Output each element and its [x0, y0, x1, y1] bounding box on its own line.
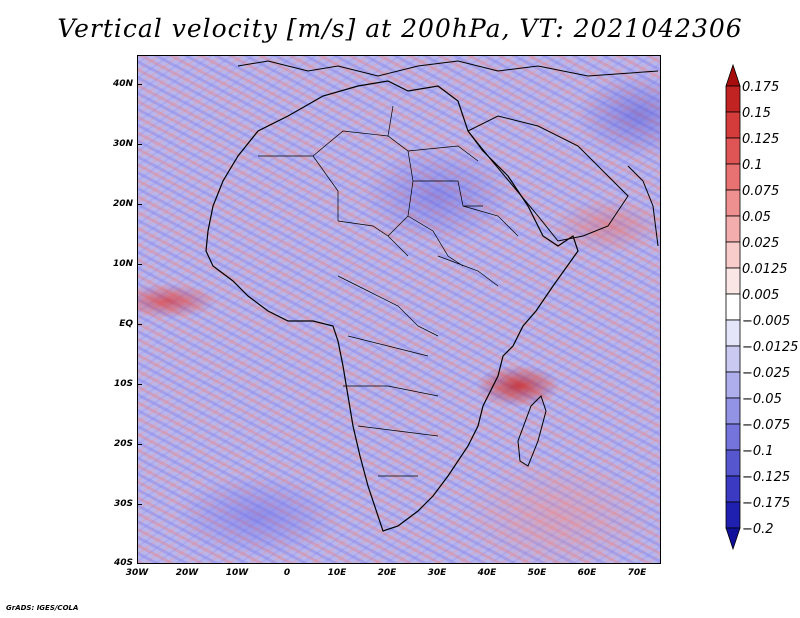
colorbar-label: 0.075 — [742, 184, 780, 199]
india-outline — [627, 165, 659, 247]
colorbar-cell — [725, 137, 741, 165]
lat-tick-20N — [137, 204, 142, 205]
colorbar-cell — [725, 475, 741, 503]
lat-tick-10S — [137, 384, 142, 385]
lon-label-30W: 30W — [125, 568, 149, 578]
madagascar-outline — [517, 395, 547, 467]
lat-tick-10N — [137, 264, 142, 265]
colorbar-cell — [725, 267, 741, 295]
colorbar-cell — [725, 293, 741, 321]
lat-label-EQ: EQ — [119, 319, 133, 329]
lon-label-20E: 20E — [377, 568, 397, 578]
colorbar-label: −0.1 — [742, 444, 774, 459]
colorbar-label: −0.125 — [742, 470, 791, 485]
colorbar — [725, 64, 741, 551]
colorbar-label: −0.175 — [742, 496, 791, 511]
colorbar-label: 0.0125 — [742, 262, 788, 277]
lon-label-60E: 60E — [577, 568, 597, 578]
map-outlines — [205, 60, 659, 532]
colorbar-cell — [725, 501, 741, 529]
colorbar-label: −0.005 — [742, 314, 791, 329]
colorbar-min-arrow — [725, 527, 741, 551]
colorbar-label: −0.025 — [742, 366, 791, 381]
europe-outline — [237, 60, 659, 77]
colorbar-max-arrow — [725, 64, 741, 87]
colorbar-label: −0.05 — [742, 392, 782, 407]
lat-label-10S: 10S — [113, 379, 133, 389]
lon-label-40E: 40E — [477, 568, 497, 578]
colorbar-cell — [725, 423, 741, 451]
colorbar-label: −0.075 — [742, 418, 791, 433]
lat-label-20S: 20S — [113, 439, 133, 449]
lon-label-70E: 70E — [627, 568, 647, 578]
colorbar-cell — [725, 241, 741, 269]
colorbar-cell — [725, 163, 741, 191]
colorbar-cell — [725, 85, 741, 113]
colorbar-label: 0.025 — [742, 236, 780, 251]
colorbar-label: 0.175 — [742, 80, 780, 95]
lat-label-30S: 30S — [113, 499, 133, 509]
colorbar-label: 0.1 — [742, 158, 763, 173]
colorbar-cell — [725, 189, 741, 217]
colorbar-label: −0.2 — [742, 522, 774, 537]
country-borders — [258, 105, 519, 477]
lat-label-10N: 10N — [112, 259, 133, 269]
colorbar-cell — [725, 215, 741, 243]
colorbar-label: 0.125 — [742, 132, 780, 147]
lat-tick-20S — [137, 444, 142, 445]
colorbar-cell — [725, 319, 741, 347]
colorbar-label: 0.05 — [742, 210, 771, 225]
footer-credit: GrADS: IGES/COLA — [6, 604, 79, 612]
lat-label-40N: 40N — [112, 79, 133, 89]
lon-label-20W: 20W — [175, 568, 199, 578]
lon-label-10E: 10E — [327, 568, 347, 578]
colorbar-cell — [725, 449, 741, 477]
lat-label-20N: 20N — [112, 199, 133, 209]
lat-tick-40N — [137, 84, 142, 85]
africa-coastline — [205, 80, 579, 532]
lon-label-0: 0 — [283, 568, 291, 578]
colorbar-cell — [725, 345, 741, 373]
arabia-outline — [467, 115, 629, 242]
chart-title: Vertical velocity [m/s] at 200hPa, VT: 2… — [57, 14, 743, 43]
lon-label-50E: 50E — [527, 568, 547, 578]
lat-tick-30N — [137, 144, 142, 145]
colorbar-cell — [725, 397, 741, 425]
colorbar-label: 0.005 — [742, 288, 780, 303]
colorbar-cell — [725, 371, 741, 399]
lat-tick-30S — [137, 504, 142, 505]
lat-label-30N: 30N — [112, 139, 133, 149]
lon-label-10W: 10W — [225, 568, 249, 578]
lat-tick-EQ — [137, 324, 142, 325]
colorbar-label: 0.15 — [742, 106, 771, 121]
lat-label-40S: 40S — [113, 558, 133, 568]
colorbar-label: −0.0125 — [742, 340, 799, 355]
map-plot-area — [137, 55, 661, 564]
colorbar-cell — [725, 111, 741, 139]
lon-label-30E: 30E — [427, 568, 447, 578]
